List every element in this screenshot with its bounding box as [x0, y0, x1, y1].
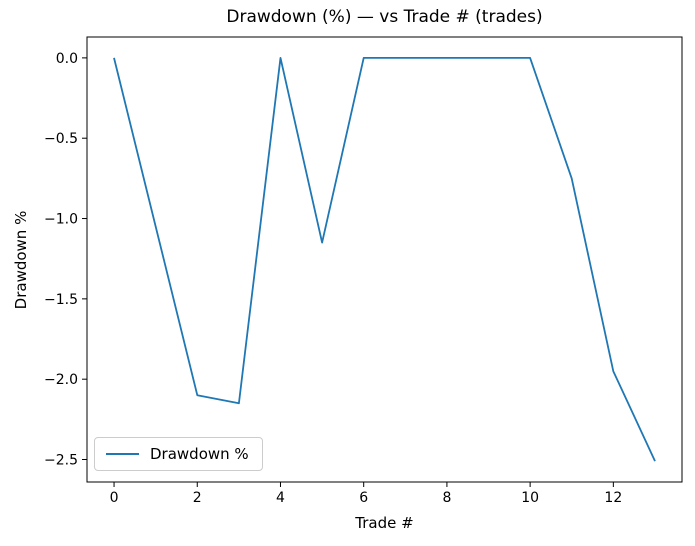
axes-border — [86, 36, 683, 483]
x-tick-label: 6 — [359, 490, 368, 506]
x-tick-label: 0 — [110, 490, 119, 506]
legend-line-swatch — [106, 453, 139, 455]
y-tick-label: −0.5 — [44, 131, 78, 147]
x-tick-label: 10 — [521, 490, 539, 506]
x-tick-label: 12 — [604, 490, 622, 506]
drawdown-line — [113, 57, 656, 462]
y-tick-label: −2.5 — [44, 453, 78, 469]
y-tick-label: −1.5 — [44, 292, 78, 308]
y-tick-label: −2.0 — [44, 372, 78, 388]
x-axis-label: Trade # — [355, 514, 414, 532]
chart-title: Drawdown (%) — vs Trade # (trades) — [226, 7, 543, 27]
legend: Drawdown % — [94, 437, 263, 471]
y-tick-label: −1.0 — [44, 212, 78, 228]
legend-label: Drawdown % — [150, 445, 249, 463]
y-axis-label: Drawdown % — [12, 210, 30, 310]
y-tick-label: 0.0 — [56, 51, 78, 67]
x-tick-label: 8 — [442, 490, 451, 506]
x-tick-label: 2 — [193, 490, 202, 506]
x-tick-label: 4 — [276, 490, 285, 506]
